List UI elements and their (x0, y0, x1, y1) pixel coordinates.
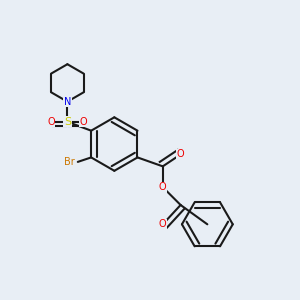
Text: S: S (64, 117, 71, 127)
Text: O: O (80, 117, 88, 127)
Text: O: O (177, 149, 184, 160)
Text: O: O (47, 117, 55, 127)
Text: O: O (159, 182, 166, 192)
Text: Br: Br (64, 157, 74, 167)
Text: O: O (159, 219, 166, 229)
Text: N: N (64, 96, 71, 106)
Text: N: N (64, 97, 71, 107)
